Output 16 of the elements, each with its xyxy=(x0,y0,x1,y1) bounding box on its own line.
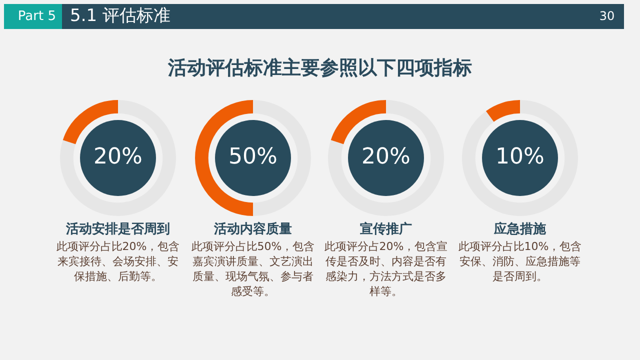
text: 30 xyxy=(598,8,616,25)
text: 此项评分占比20%，包含来宾接待、会场安排、安保措施、后勤等。 xyxy=(55,239,181,284)
text: 应急措施 xyxy=(492,220,547,238)
data-label: 20% xyxy=(362,144,410,170)
text: 宣传推广 xyxy=(359,220,413,238)
data-label: 10% xyxy=(496,144,544,170)
text: 活动内容质量 xyxy=(213,220,293,238)
text: Part 5 xyxy=(4,4,62,29)
text: 活动评估标准主要参照以下四项指标 xyxy=(166,56,473,81)
data-label: 50% xyxy=(228,144,278,170)
text: 5.1 评估标准 xyxy=(70,5,172,28)
data-label: 20% xyxy=(94,144,142,170)
text: 此项评分占比50%，包含嘉宾演讲质量、文艺演出质量、现场气氛、参与者感受等。 xyxy=(190,239,316,299)
text: 活动安排是否周到 xyxy=(65,220,171,238)
text: 此项评分占比10%，包含安保、消防、应急措施等是否周到。 xyxy=(457,239,583,284)
text: 此项评分占20%，包含宣传是否及时、内容是否有感染力，方法方式是否多样等。 xyxy=(323,239,449,299)
